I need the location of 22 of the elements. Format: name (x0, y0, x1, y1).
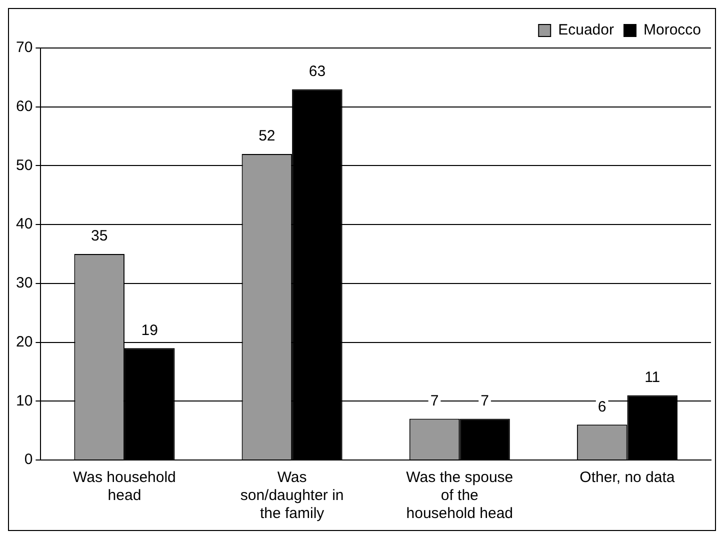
y-tick-label: 20 (16, 333, 33, 350)
y-tick-label: 70 (16, 39, 33, 56)
y-tick-label: 60 (16, 98, 33, 115)
y-tick-label: 30 (16, 274, 33, 292)
legend-label: Morocco (643, 22, 702, 39)
y-tick-label: 10 (16, 392, 33, 410)
x-tick-label: Was son/daughter in the family (240, 469, 344, 522)
data-label: 11 (644, 368, 660, 386)
data-label: 6 (598, 398, 606, 416)
data-label: 7 (430, 392, 439, 410)
x-tick-label: Was the spouse of the household head (406, 469, 514, 522)
data-label: 63 (308, 62, 326, 80)
y-tick-label: 50 (16, 156, 33, 174)
data-label: 19 (141, 322, 158, 339)
legend-label: Ecuador (558, 22, 614, 39)
data-label: 35 (90, 228, 108, 245)
y-tick-label: 0 (24, 451, 33, 468)
y-tick-label: 40 (16, 216, 33, 233)
x-tick-label: Was household head (73, 469, 176, 504)
data-label: 7 (480, 392, 489, 410)
data-label: 52 (258, 128, 276, 145)
x-tick-label: Other, no data (580, 469, 676, 486)
